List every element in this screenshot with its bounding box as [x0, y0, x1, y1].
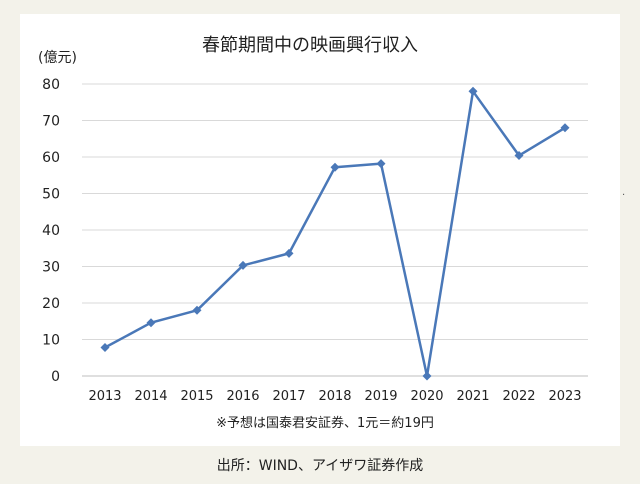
- data-point-2022: [514, 151, 524, 161]
- y-tick-label: 30: [42, 260, 60, 276]
- data-point-2016: [238, 260, 248, 270]
- y-tick-label: 10: [42, 333, 60, 349]
- data-point-2014: [146, 318, 156, 328]
- chart-title: 春節期間中の映画興行収入: [202, 35, 418, 56]
- series-line: [104, 90, 566, 378]
- x-tick-label: 2021: [456, 389, 489, 404]
- data-point-2020: [422, 371, 432, 381]
- x-tick-label: 2023: [548, 389, 581, 404]
- y-tick-labels: 0 10 20 30 40 50 60 70 80: [42, 77, 60, 385]
- y-tick-label: 20: [42, 296, 60, 312]
- x-tick-label: 2013: [88, 389, 121, 404]
- data-point-2017: [284, 248, 294, 258]
- y-tick-label: 60: [42, 150, 60, 166]
- y-axis-unit-label: (億元): [38, 50, 77, 66]
- data-point-2021: [468, 86, 478, 96]
- x-tick-label: 2015: [180, 389, 213, 404]
- y-tick-label: 50: [42, 187, 60, 203]
- data-point-2019: [376, 159, 386, 169]
- series-group: [100, 86, 570, 381]
- x-tick-labels: 2013 2014 2015 2016 2017 2018 2019 2020 2021 2022…: [88, 389, 581, 404]
- y-tick-label: 80: [42, 77, 60, 93]
- x-tick-label: 2017: [272, 389, 305, 404]
- x-tick-label: 2020: [410, 389, 443, 404]
- y-tick-label: 70: [42, 114, 60, 130]
- y-tick-label: 40: [42, 223, 60, 239]
- data-point-2015: [192, 305, 202, 315]
- data-point-2023: [560, 123, 570, 133]
- data-point-2018: [330, 162, 340, 172]
- x-tick-label: 2019: [364, 389, 397, 404]
- stray-dot: ·: [622, 190, 626, 201]
- x-tick-label: 2016: [226, 389, 259, 404]
- y-tick-label: 0: [51, 369, 60, 385]
- x-tick-label: 2014: [134, 389, 167, 404]
- x-tick-label: 2018: [318, 389, 351, 404]
- grid-lines: [82, 83, 588, 377]
- x-tick-label: 2022: [502, 389, 535, 404]
- source-caption: 出所：WIND、アイザワ証券作成: [216, 458, 424, 474]
- data-point-2013: [100, 343, 110, 353]
- chart-note: ※予想は国泰君安証券、1元＝約19円: [216, 415, 434, 431]
